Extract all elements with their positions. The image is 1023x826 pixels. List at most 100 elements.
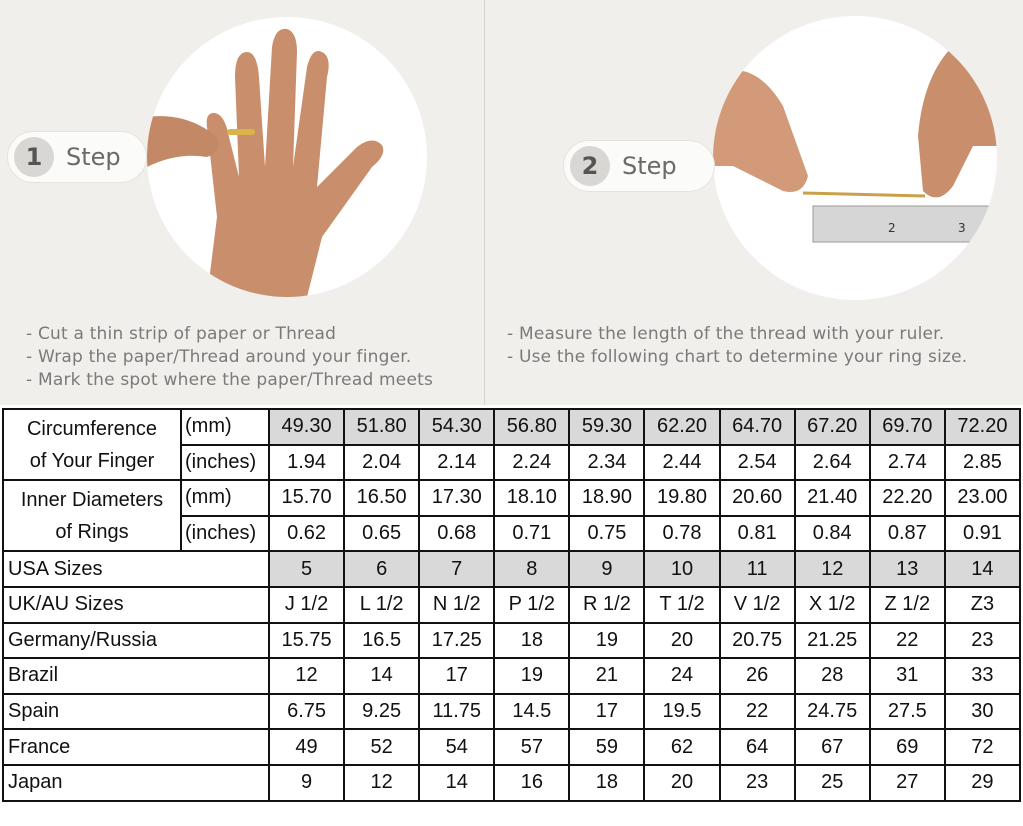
unit-label: (mm) xyxy=(180,408,270,446)
table-cell: 9.25 xyxy=(343,692,421,731)
table-row: Spain 6.75 9.25 11.75 14.5 17 19.5 22 24.75 27.5 3… xyxy=(2,692,1022,731)
table-cell: 49 xyxy=(267,728,346,766)
table-cell: 1.94 xyxy=(267,443,346,482)
table-cell: 59.30 xyxy=(568,408,646,446)
instruction-item: Cut a thin strip of paper or Thread xyxy=(26,323,433,346)
table-cell: 54 xyxy=(418,728,496,766)
table-cell: 64.70 xyxy=(718,408,796,446)
table-cell: 59 xyxy=(568,728,646,766)
label-line: of Your Finger xyxy=(29,449,155,472)
step1-panel: 1 Step Cut a thin strip of paper or Thre… xyxy=(0,0,485,405)
row-label: USA Sizes xyxy=(2,550,270,588)
table-cell: 27.5 xyxy=(868,692,946,731)
table-cell: 0.91 xyxy=(943,514,1022,553)
unit-label: (inches) xyxy=(180,514,270,553)
hand-ring-photo xyxy=(147,17,427,297)
step1-badge: 1 Step xyxy=(8,132,146,182)
table-cell: 14 xyxy=(418,763,496,802)
table-cell: 0.62 xyxy=(267,514,346,553)
table-cell: 6.75 xyxy=(267,692,346,731)
table-cell: 14 xyxy=(943,550,1022,588)
table-cell: 2.44 xyxy=(643,443,721,482)
table-row: USA Sizes 5 6 7 8 9 10 11 12 13 14 xyxy=(2,550,1022,588)
table-cell: 57 xyxy=(493,728,571,766)
table-cell: 21 xyxy=(568,657,646,695)
step2-panel: 2 3 2 Step Measure the length of the thr… xyxy=(485,0,1023,405)
row-label: Germany/Russia xyxy=(2,621,270,660)
table-cell: 16 xyxy=(493,763,571,802)
table-cell: 30 xyxy=(943,692,1022,731)
table-cell: 69.70 xyxy=(868,408,946,446)
table-cell: Z3 xyxy=(943,585,1022,624)
step1-number: 1 xyxy=(14,137,54,177)
table-cell: 24.75 xyxy=(793,692,871,731)
table-cell: 24 xyxy=(643,657,721,695)
step2-number: 2 xyxy=(570,146,610,186)
table-cell: 0.84 xyxy=(793,514,871,553)
table-cell: J 1/2 xyxy=(267,585,346,624)
table-cell: 0.78 xyxy=(643,514,721,553)
table-cell: P 1/2 xyxy=(493,585,571,624)
step2-badge: 2 Step xyxy=(564,141,714,191)
table-cell: 69 xyxy=(868,728,946,766)
table-row: Germany/Russia 15.75 16.5 17.25 18 19 20 20.75 2… xyxy=(2,621,1022,660)
instruction-item: Measure the length of the thread with yo… xyxy=(507,323,967,346)
table-cell: 26 xyxy=(718,657,796,695)
table-cell: 18 xyxy=(568,763,646,802)
table-cell: 2.24 xyxy=(493,443,571,482)
table-cell: 54.30 xyxy=(418,408,496,446)
step1-label: Step xyxy=(66,143,121,171)
table-row: Brazil 12 14 17 19 21 24 26 28 31 33 xyxy=(2,657,1022,695)
table-cell: 0.87 xyxy=(868,514,946,553)
ruler-measure-icon: 2 3 xyxy=(713,36,997,243)
step1-instructions: Cut a thin strip of paper or Thread Wrap… xyxy=(26,323,433,392)
table-cell: 23.00 xyxy=(943,479,1022,517)
table-cell: 12 xyxy=(343,763,421,802)
table-cell: 2.64 xyxy=(793,443,871,482)
table-cell: 19 xyxy=(568,621,646,660)
table-cell: 28 xyxy=(793,657,871,695)
table-cell: 62 xyxy=(643,728,721,766)
table-cell: 2.85 xyxy=(943,443,1022,482)
circumference-inches-row: (inches) 1.94 2.04 2.14 2.24 2.34 2.44 2.54 2.64… xyxy=(3,443,1022,482)
table-cell: 2.34 xyxy=(568,443,646,482)
table-row: Japan 9 12 14 16 18 20 23 25 27 29 xyxy=(2,763,1022,802)
table-cell: 20 xyxy=(643,621,721,660)
step2-instructions: Measure the length of the thread with yo… xyxy=(507,323,967,369)
instruction-item: Mark the spot where the paper/Thread mee… xyxy=(26,369,433,392)
table-cell: Z 1/2 xyxy=(868,585,946,624)
table-cell: 18.90 xyxy=(568,479,646,517)
table-cell: 19.80 xyxy=(643,479,721,517)
table-cell: T 1/2 xyxy=(643,585,721,624)
table-cell: 22.20 xyxy=(868,479,946,517)
table-cell: 11.75 xyxy=(418,692,496,731)
table-cell: 16.5 xyxy=(343,621,421,660)
table-cell: 20 xyxy=(643,763,721,802)
table-row: France 49 52 54 57 59 62 64 67 69 72 xyxy=(2,728,1022,766)
table-cell: 9 xyxy=(568,550,646,588)
table-cell: 0.75 xyxy=(568,514,646,553)
svg-text:2: 2 xyxy=(888,221,896,235)
table-cell: 72.20 xyxy=(943,408,1022,446)
table-cell: 8 xyxy=(493,550,571,588)
diameter-mm-row: Inner Diameters of Rings (mm) 15.70 16.50 17.… xyxy=(2,479,1022,553)
label-line: of Rings xyxy=(55,520,129,543)
ring-size-chart: Circumference of Your Finger (mm) 49.30 51.8… xyxy=(2,407,1022,802)
table-cell: 51.80 xyxy=(343,408,421,446)
step2-label: Step xyxy=(622,152,677,180)
table-cell: 33 xyxy=(943,657,1022,695)
circumference-mm-row: Circumference of Your Finger (mm) 49.30 51.8… xyxy=(2,407,1022,482)
row-label: France xyxy=(2,728,270,766)
hand-icon xyxy=(147,28,384,297)
table-cell: X 1/2 xyxy=(793,585,871,624)
table-cell: 56.80 xyxy=(493,408,571,446)
table-cell: 6 xyxy=(343,550,421,588)
table-cell: 9 xyxy=(267,763,346,802)
table-cell: N 1/2 xyxy=(418,585,496,624)
table-cell: 11 xyxy=(718,550,796,588)
table-cell: 10 xyxy=(643,550,721,588)
table-cell: 17.30 xyxy=(418,479,496,517)
table-cell: 17 xyxy=(568,692,646,731)
svg-text:3: 3 xyxy=(958,221,966,235)
table-cell: 15.70 xyxy=(267,479,346,517)
